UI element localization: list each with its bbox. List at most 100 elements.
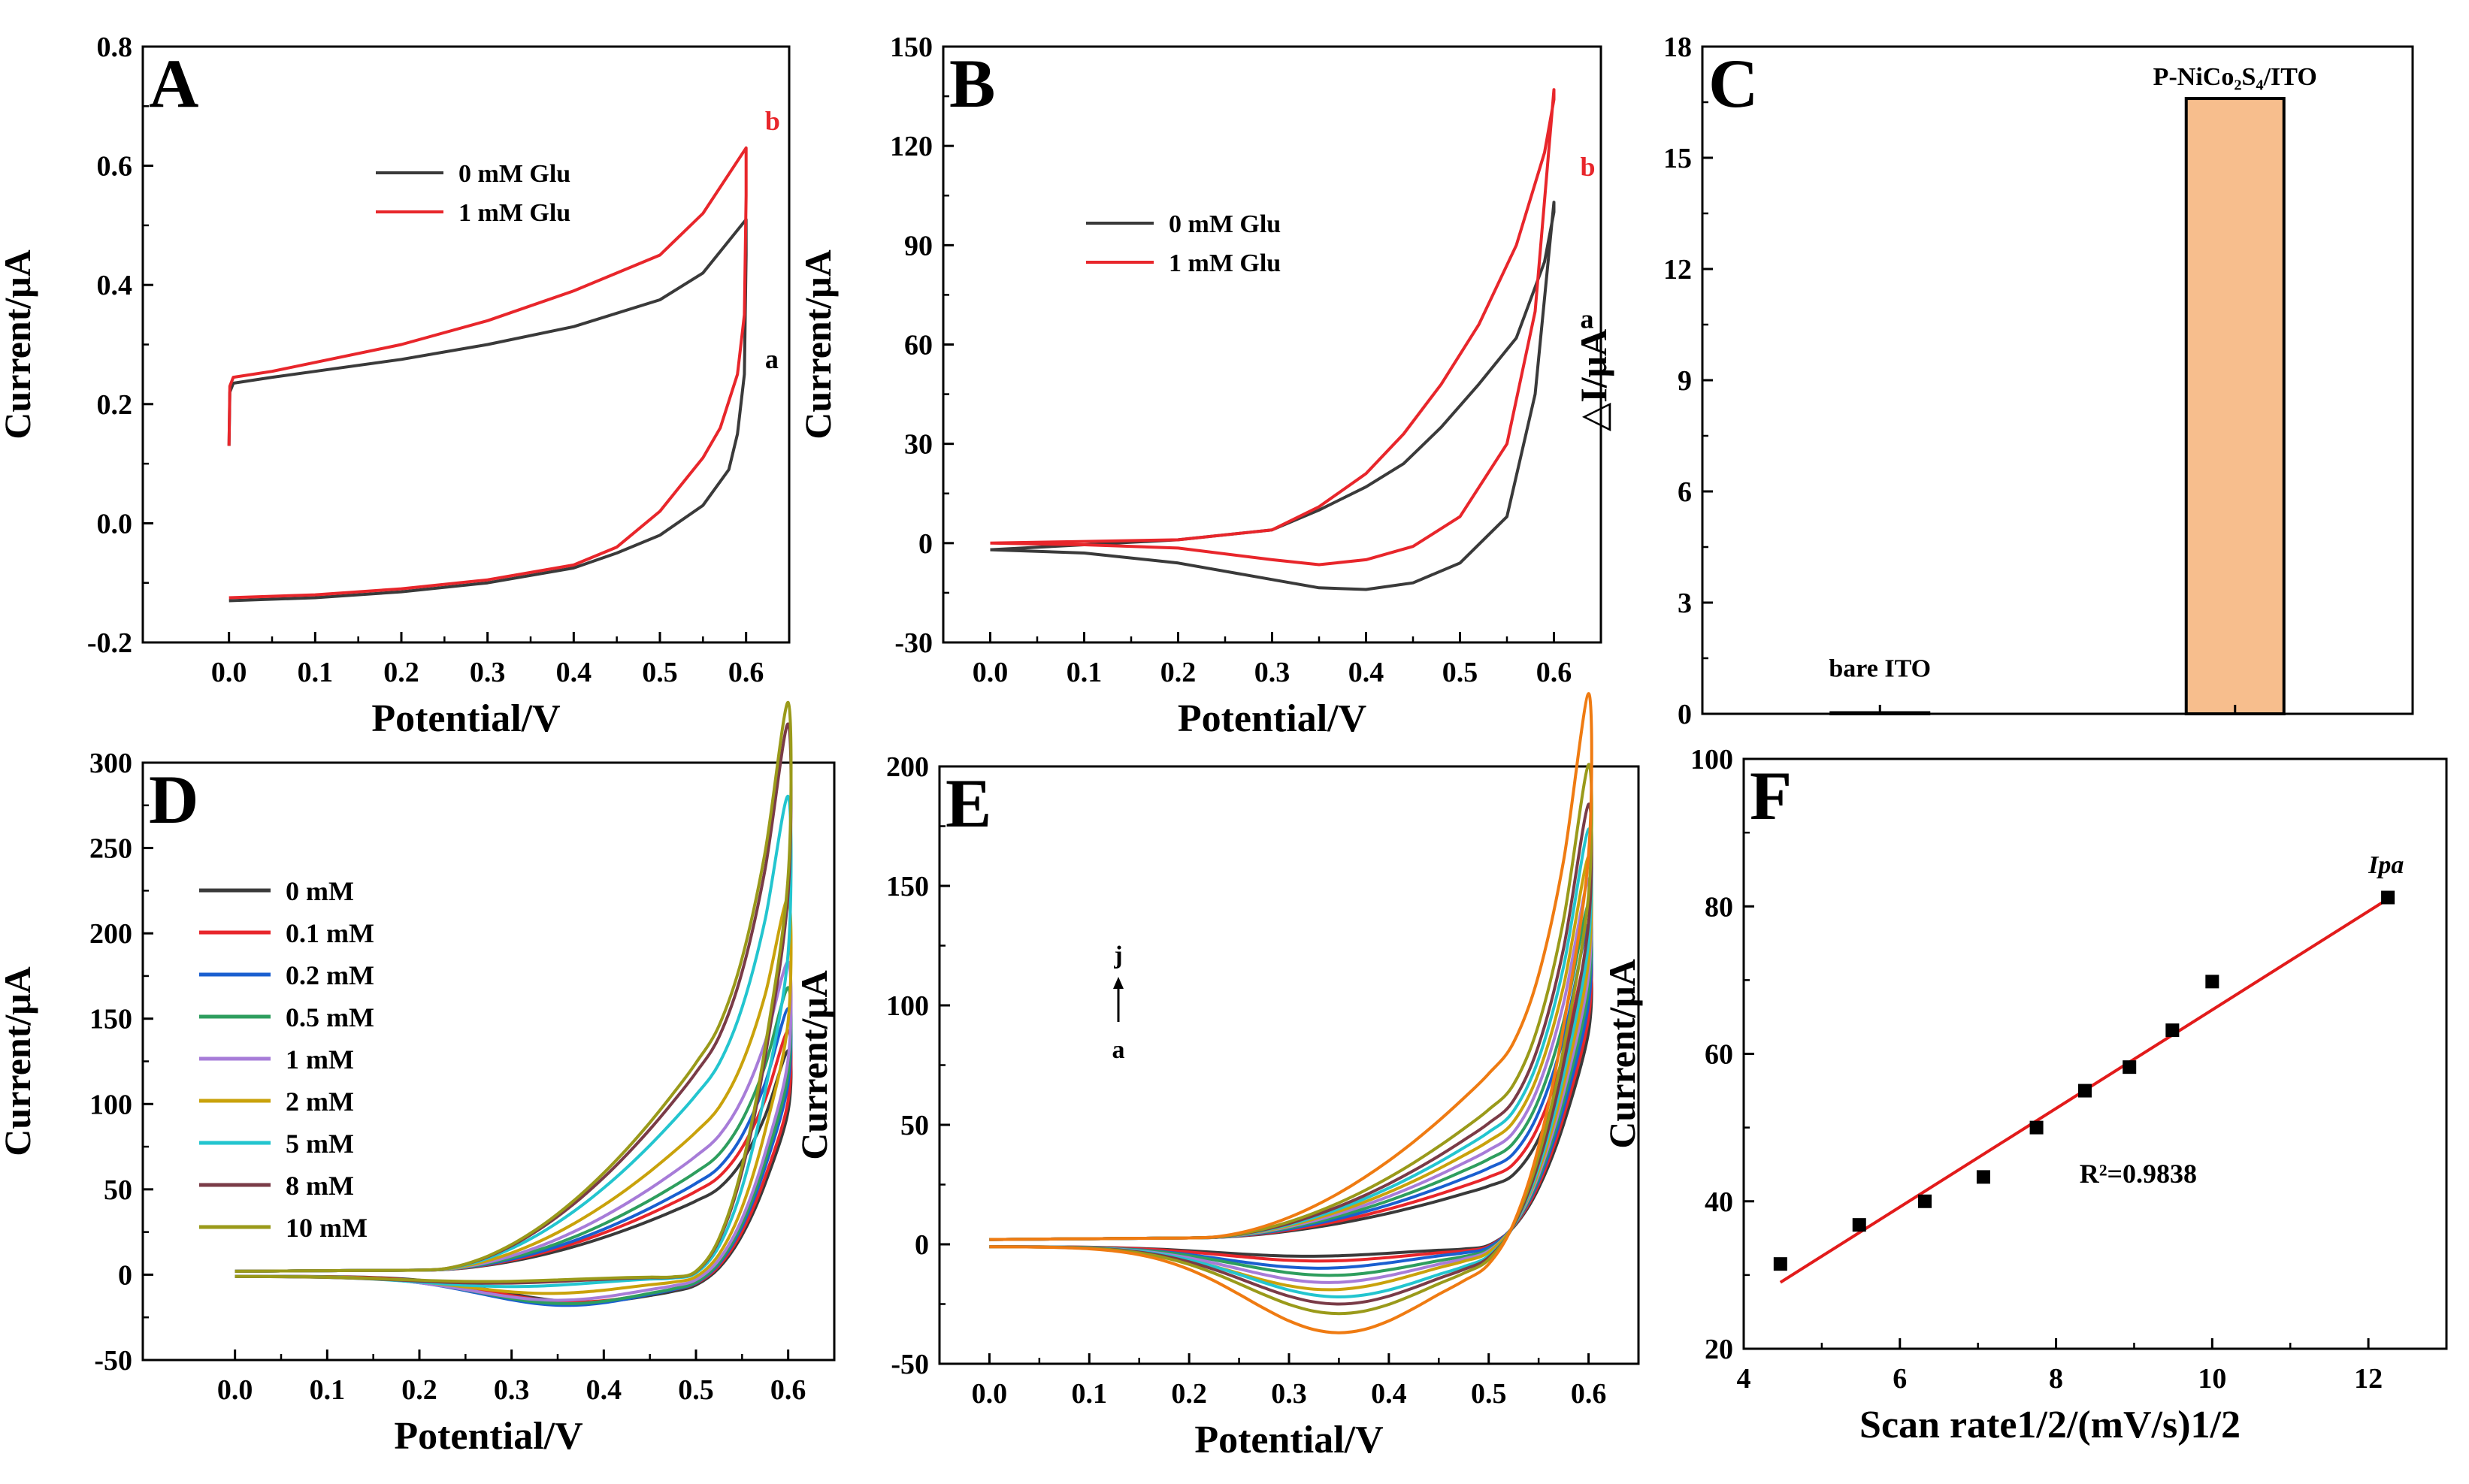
panel-e-cv-curve-1 <box>989 945 1593 1263</box>
panel-b-annotation: b <box>1581 152 1596 182</box>
panel-f-data-point <box>2205 975 2219 989</box>
panel-e-cv-curve-9 <box>989 692 1593 1334</box>
panel-a-annotation: b <box>765 106 780 136</box>
panel-e-ytick-label: 0 <box>915 1229 929 1261</box>
panel-a-xtick-label: 0.2 <box>383 657 419 688</box>
panel-d-xtick-label: 0.3 <box>494 1374 530 1406</box>
panel-f-data-point <box>2381 890 2395 905</box>
panel-f-y-axis-title: Current/μA <box>1601 959 1643 1148</box>
panel-f-series-label: Ipa <box>2368 851 2404 879</box>
panel-e-xtick-label: 0.1 <box>1072 1378 1108 1410</box>
panel-b-xtick-label: 0.1 <box>1067 657 1103 688</box>
panel-e-x-axis-title: Potential/V <box>1194 1419 1383 1461</box>
panel-c-bar-label: bare ITO <box>1829 655 1931 683</box>
panel-e-arrow-bottom-label: a <box>1112 1036 1125 1064</box>
panel-f-ytick-label: 20 <box>1705 1334 1733 1365</box>
panel-d-legend-label: 0.5 mM <box>286 1002 374 1032</box>
panel-b-ytick-label: 0 <box>918 528 933 560</box>
panel-f-data-point <box>1918 1194 1932 1208</box>
panel-b-xtick-label: 0.6 <box>1536 657 1572 688</box>
panel-f-x-axis-title: Scan rate1/2/(mV/s)1/2 <box>1859 1404 2241 1446</box>
panel-b-xtick-label: 0.0 <box>973 657 1009 688</box>
panel-d-ytick-label: 300 <box>89 748 132 779</box>
panel-d-ytick-label: 200 <box>89 918 132 950</box>
panel-b-ytick-label: 60 <box>904 330 933 361</box>
panel-e-xtick-label: 0.6 <box>1571 1378 1607 1410</box>
panel-e-xtick-label: 0.2 <box>1171 1378 1207 1410</box>
panel-b-x-axis-title: Potential/V <box>1178 697 1366 740</box>
panel-b-ytick-label: -30 <box>894 627 933 659</box>
panel-b-legend-label: 0 mM Glu <box>1169 210 1281 238</box>
panel-c-plot-frame <box>1701 45 2414 715</box>
panel-a-ytick-label: 0.4 <box>97 270 133 301</box>
panel-c-bar-1 <box>2184 97 2286 716</box>
panel-e-ytick-label: 150 <box>886 871 929 902</box>
panel-a-xtick-label: 0.6 <box>728 657 764 688</box>
panel-e-xtick-label: 0.3 <box>1271 1378 1307 1410</box>
panel-d-ytick-label: 100 <box>89 1089 132 1120</box>
panel-d-xtick-label: 0.5 <box>678 1374 714 1406</box>
panel-b-plot-frame <box>942 45 1602 644</box>
panel-a-series-0 <box>227 218 748 603</box>
panel-e-ytick-label: -50 <box>891 1349 929 1380</box>
panel-c-ytick-label: 15 <box>1663 143 1692 174</box>
panel-a-panel-label: A <box>149 45 198 122</box>
panel-f-ytick-label: 80 <box>1705 891 1733 923</box>
panel-b: -30 0 30 60 90 120 150 Current/μA 0.0 0.1 0.2 0.3 0.… <box>797 32 1602 740</box>
panel-d-x-axis-title: Potential/V <box>394 1415 582 1458</box>
panel-b-annotation: a <box>1581 304 1594 334</box>
panel-b-xtick-label: 0.4 <box>1348 657 1384 688</box>
panel-a-annotation: a <box>765 344 779 374</box>
panel-f-xtick-label: 12 <box>2354 1363 2383 1395</box>
panel-b-series-1 <box>990 88 1556 567</box>
panel-b-ytick-label: 120 <box>890 131 933 162</box>
panel-d-legend-label: 0 mM <box>286 876 354 906</box>
panel-a-ytick-label: 0.8 <box>97 32 133 63</box>
panel-e-arrow-top-label: j <box>1113 941 1122 969</box>
panel-d: -50 0 50 100 150 200 250 300 Current/μA 0.0 0.1 0.2… <box>0 700 836 1458</box>
panel-a-plot-frame <box>141 45 791 644</box>
panel-a-legend-label: 0 mM Glu <box>458 160 570 188</box>
panel-e-ytick-label: 50 <box>900 1110 929 1141</box>
panel-b-xtick-label: 0.3 <box>1254 657 1290 688</box>
panel-e-xtick-label: 0.0 <box>972 1378 1008 1410</box>
panel-a-ytick-label: -0.2 <box>87 627 132 659</box>
panel-f-panel-label: F <box>1750 757 1792 834</box>
panel-a-x-axis-title: Potential/V <box>371 697 560 740</box>
panel-e-xtick-label: 0.4 <box>1371 1378 1407 1410</box>
panel-f-plot-frame <box>1742 757 2448 1350</box>
panel-d-legend-label: 2 mM <box>286 1087 354 1117</box>
panel-f-xtick-label: 4 <box>1737 1363 1751 1395</box>
panel-c-ytick-label: 9 <box>1678 365 1692 397</box>
panel-a: -0.2 0.0 0.2 0.4 0.6 0.8 Current/μA 0.0 0.1 0.2 0.… <box>0 32 791 740</box>
panel-b-xtick-label: 0.2 <box>1160 657 1197 688</box>
panel-c-bar-label: P-NiCo₂S₄/ITO <box>2153 63 2317 91</box>
panel-a-xtick-label: 0.1 <box>298 657 334 688</box>
panel-d-panel-label: D <box>149 761 198 838</box>
panel-e-ytick-label: 100 <box>886 990 929 1022</box>
panel-f-ytick-label: 40 <box>1705 1186 1733 1218</box>
panel-a-xtick-label: 0.3 <box>470 657 506 688</box>
panel-d-xtick-label: 0.4 <box>586 1374 622 1406</box>
panel-d-xtick-label: 0.6 <box>770 1374 806 1406</box>
panel-f-ytick-label: 100 <box>1690 744 1733 775</box>
panel-f-r2-label: R²=0.9838 <box>2080 1159 2197 1189</box>
panel-f-data-point <box>2077 1084 2092 1098</box>
panel-c-ytick-label: 18 <box>1663 32 1692 63</box>
panel-b-ytick-label: 90 <box>904 230 933 261</box>
panel-d-ytick-label: 250 <box>89 833 132 865</box>
panel-d-ytick-label: 150 <box>89 1004 132 1035</box>
panel-d-y-axis-title: Current/μA <box>0 966 38 1156</box>
panel-a-ytick-label: 0.2 <box>97 389 133 421</box>
panel-f-xtick-label: 10 <box>2198 1363 2226 1395</box>
panel-f-data-point <box>1773 1257 1787 1271</box>
panel-e-y-axis-title: Current/μA <box>793 970 835 1159</box>
panel-f-data-point <box>1976 1170 1990 1184</box>
panel-d-xtick-label: 0.0 <box>217 1374 253 1406</box>
panel-e-xtick-label: 0.5 <box>1471 1378 1507 1410</box>
panel-e-cv-curve-3 <box>989 902 1593 1277</box>
panel-c-ytick-label: 6 <box>1678 476 1692 508</box>
panel-a-series-1 <box>227 146 748 600</box>
